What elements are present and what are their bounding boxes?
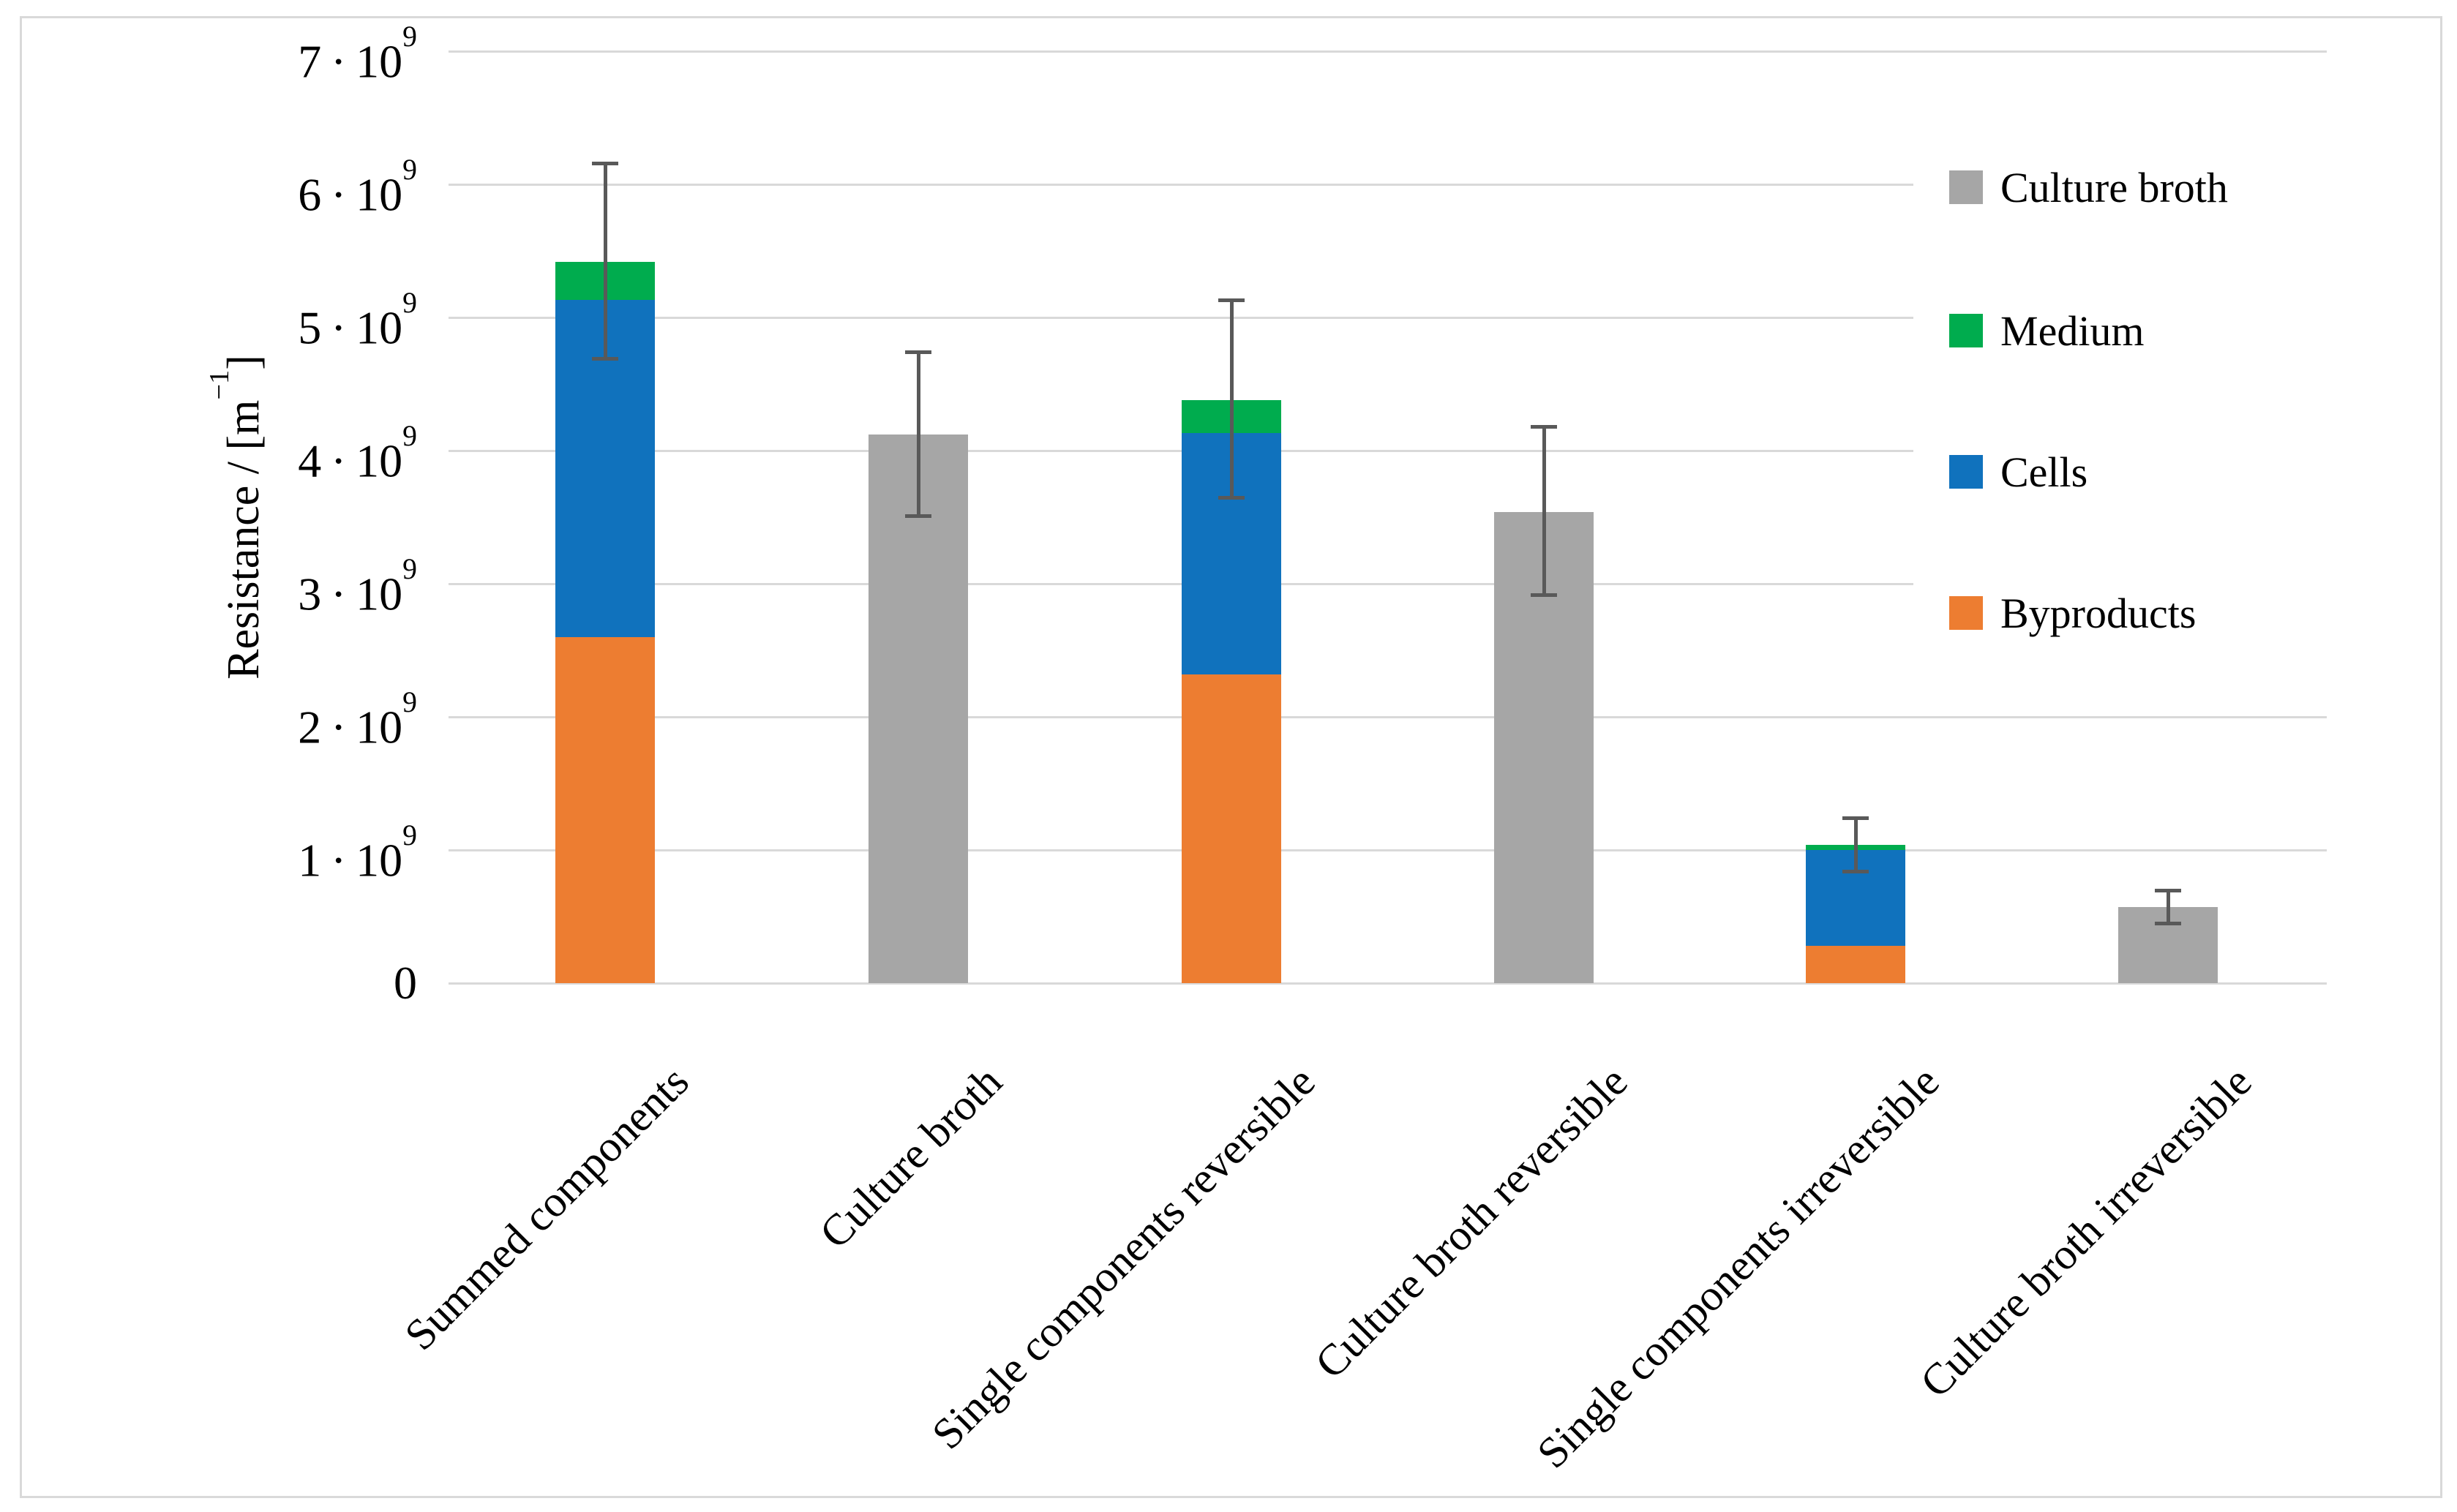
error-bar-line (1229, 300, 1234, 497)
y-tick-exponent: 9 (402, 287, 417, 320)
gridline (449, 183, 2327, 186)
legend-swatch-icon (1949, 314, 1983, 347)
legend: Culture broth Medium Cells Byproducts (1913, 157, 2418, 662)
error-bar-line (2166, 889, 2170, 924)
y-tick-text: 5 · 10 (298, 301, 403, 354)
y-axis-title-superscript: −1 (203, 369, 235, 400)
y-tick-exponent: 9 (402, 20, 417, 53)
y-tick-text: 3 · 10 (298, 568, 403, 620)
bar-segment-byproducts (555, 636, 655, 983)
y-axis-tick-label: 5 · 109 (176, 287, 417, 357)
legend-label: Cells (2000, 448, 2088, 496)
error-bar-cap-top (592, 161, 618, 165)
error-bar-line (603, 162, 607, 359)
y-axis-tick-label: 7 · 109 (176, 20, 417, 91)
error-bar-line (1542, 426, 1546, 595)
error-bar-line (1853, 818, 1858, 872)
bar-segment-byproducts (1806, 946, 1905, 983)
y-tick-exponent: 9 (402, 819, 417, 852)
gridline (449, 50, 2327, 53)
y-tick-exponent: 9 (402, 154, 417, 187)
bar-segment-byproducts (1182, 674, 1281, 983)
error-bar-cap-top (1531, 425, 1557, 429)
y-tick-text: 6 · 10 (298, 168, 403, 221)
error-bar-cap-bottom (2155, 922, 2181, 926)
y-tick-exponent: 9 (402, 553, 417, 586)
legend-item-culture-broth: Culture broth (1949, 161, 2228, 214)
y-tick-text: 4 · 10 (298, 435, 403, 487)
error-bar-cap-bottom (592, 357, 618, 361)
y-axis-title: Resistance / [m−1] (204, 355, 270, 680)
legend-label: Byproducts (2000, 589, 2197, 637)
y-axis-title-close-bracket: ] (218, 355, 269, 370)
y-tick-text: 1 · 10 (298, 834, 403, 887)
y-tick-text: 0 (394, 957, 417, 1009)
y-tick-exponent: 9 (402, 686, 417, 719)
y-axis-tick-label: 3 · 109 (176, 553, 417, 623)
y-axis-tick-label: 6 · 109 (176, 154, 417, 224)
legend-item-byproducts: Byproducts (1949, 587, 2196, 639)
error-bar-cap-bottom (1218, 495, 1245, 500)
error-bar-cap-top (1842, 816, 1869, 821)
legend-item-medium: Medium (1949, 304, 2145, 357)
gridline (449, 316, 2327, 319)
error-bar-cap-top (905, 350, 931, 355)
y-tick-text: 7 · 10 (298, 35, 403, 88)
bar-segment-culture-broth (869, 435, 968, 983)
gridline (449, 582, 2327, 585)
legend-swatch-icon (1949, 455, 1983, 489)
error-bar-cap-top (1218, 298, 1245, 303)
legend-label: Medium (2000, 306, 2145, 355)
gridline (449, 449, 2327, 452)
gridline (449, 849, 2327, 851)
gridline (449, 982, 2327, 985)
gridline (449, 715, 2327, 718)
y-tick-exponent: 9 (402, 420, 417, 453)
error-bar-cap-top (2155, 888, 2181, 892)
y-axis-tick-label: 4 · 109 (176, 420, 417, 490)
y-tick-text: 2 · 10 (298, 701, 403, 753)
error-bar-cap-bottom (905, 514, 931, 519)
y-axis-title-text: Resistance / [m (218, 399, 269, 680)
legend-item-cells: Cells (1949, 445, 2087, 498)
y-axis-tick-label: 2 · 109 (176, 686, 417, 756)
error-bar-cap-bottom (1842, 870, 1869, 874)
legend-swatch-icon (1949, 170, 1983, 204)
y-axis-tick-label: 0 (176, 954, 417, 1012)
y-axis-tick-label: 1 · 109 (176, 819, 417, 889)
legend-label: Culture broth (2000, 163, 2228, 211)
legend-swatch-icon (1949, 596, 1983, 630)
error-bar-line (916, 352, 920, 516)
error-bar-cap-bottom (1531, 593, 1557, 597)
